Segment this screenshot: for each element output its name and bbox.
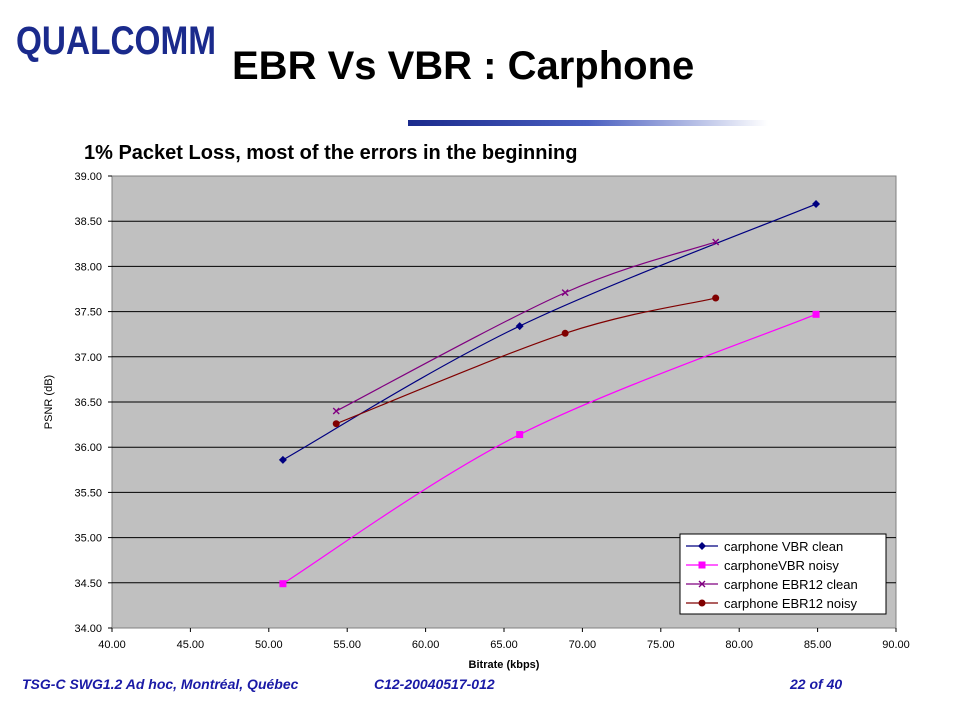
data-point-series-2 <box>812 310 820 318</box>
data-point-series-1 <box>515 322 524 331</box>
slide-title: EBR Vs VBR : Carphone <box>232 44 695 88</box>
y-tick-label: 38.50 <box>74 216 102 228</box>
x-tick-label: 90.00 <box>882 639 910 651</box>
data-point-series-3 <box>712 238 720 246</box>
data-point-series-1 <box>278 455 287 464</box>
footer-page-number: 22 of 40 <box>790 676 843 692</box>
legend-marker <box>698 580 706 588</box>
x-tick-label: 40.00 <box>98 639 126 651</box>
legend-label-4: carphone EBR12 noisy <box>724 596 857 611</box>
x-tick-label: 75.00 <box>647 639 675 651</box>
y-tick-label: 38.00 <box>74 261 102 273</box>
y-tick-label: 39.00 <box>74 171 102 183</box>
data-point-series-1 <box>812 200 821 209</box>
y-tick-label: 37.00 <box>74 352 102 364</box>
legend-box <box>679 533 887 615</box>
y-axis-label: PSNR (dB) <box>43 375 55 429</box>
y-tick-label: 37.50 <box>74 307 102 319</box>
legend-marker <box>698 599 706 607</box>
footer-meeting: TSG-C SWG1.2 Ad hoc, Montréal, Québec <box>22 676 299 692</box>
data-point-series-2 <box>279 580 287 588</box>
data-point-series-4 <box>712 294 720 302</box>
legend-marker <box>698 561 706 569</box>
x-tick-label: 85.00 <box>804 639 832 651</box>
data-point-series-2 <box>516 431 524 439</box>
x-tick-label: 70.00 <box>569 639 597 651</box>
legend-marker <box>698 542 706 550</box>
x-tick-label: 65.00 <box>490 639 518 651</box>
qualcomm-logo: QUALCOMM <box>16 19 216 63</box>
y-tick-label: 36.00 <box>74 442 102 454</box>
data-point-series-3 <box>332 407 340 415</box>
title-rule <box>408 120 768 126</box>
x-tick-label: 80.00 <box>725 639 753 651</box>
data-point-series-3 <box>561 289 569 297</box>
y-tick-label: 34.00 <box>74 623 102 635</box>
chart-subtitle: 1% Packet Loss, most of the errors in th… <box>84 142 578 164</box>
x-tick-label: 55.00 <box>333 639 361 651</box>
data-point-series-4 <box>332 420 340 428</box>
y-tick-label: 35.00 <box>74 533 102 545</box>
logo-text: QUALCOMM <box>16 19 216 63</box>
x-tick-label: 50.00 <box>255 639 283 651</box>
x-tick-label: 60.00 <box>412 639 440 651</box>
series-line-3 <box>335 241 716 412</box>
legend-label-3: carphone EBR12 clean <box>724 577 858 592</box>
legend-label-1: carphone VBR clean <box>724 539 843 554</box>
y-tick-label: 35.50 <box>74 487 102 499</box>
x-tick-label: 45.00 <box>177 639 205 651</box>
footer-doc-id: C12-20040517-012 <box>374 676 495 692</box>
y-tick-label: 36.50 <box>74 397 102 409</box>
x-axis-label: Bitrate (kbps) <box>469 659 540 671</box>
data-point-series-4 <box>561 329 569 337</box>
series-line-4 <box>336 297 716 425</box>
legend-label-2: carphoneVBR noisy <box>724 558 839 573</box>
y-tick-label: 34.50 <box>74 578 102 590</box>
